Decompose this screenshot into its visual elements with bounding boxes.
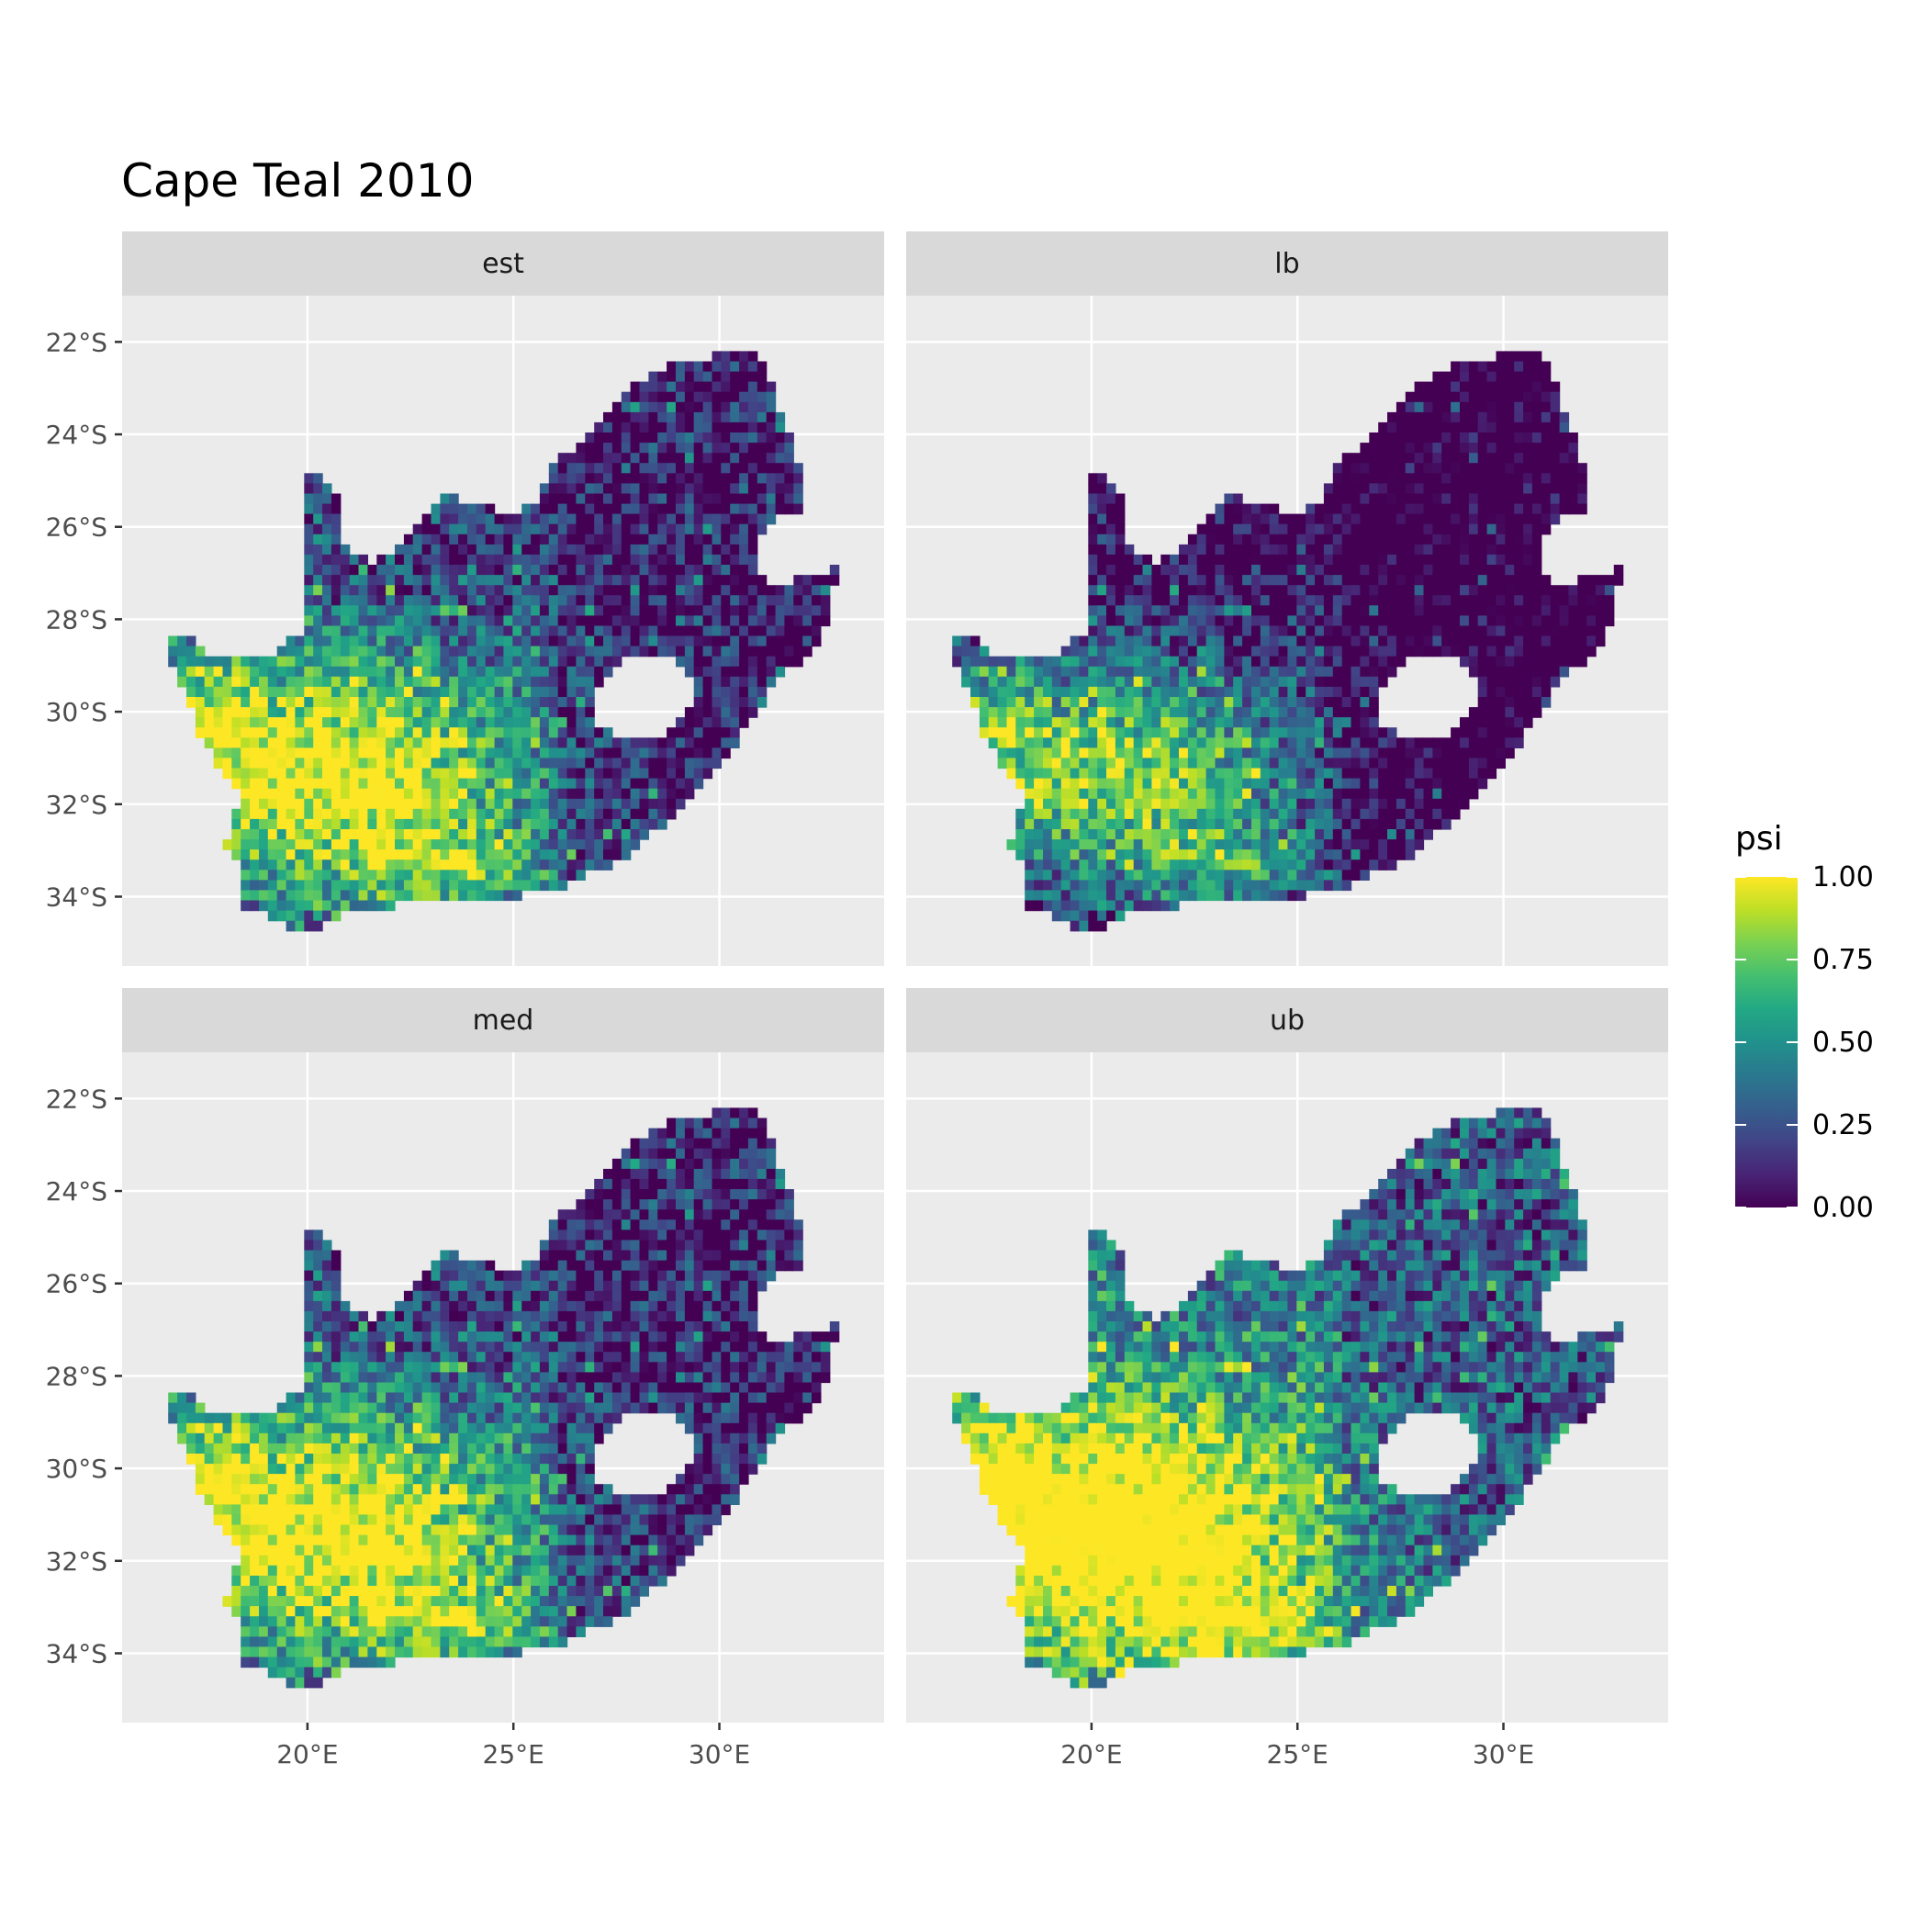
facet-label: lb	[1274, 248, 1299, 280]
legend-label: 0.75	[1812, 944, 1874, 976]
y-tick-label: 34°S	[46, 1638, 107, 1668]
y-tick-label: 22°S	[46, 1084, 107, 1114]
facet-label: med	[473, 1005, 534, 1037]
panel-med: med 22°S 24°S 26°S 28°S 30°S 32°S 34°S 20°E 25°E 3…	[46, 988, 884, 1769]
y-tick-label: 34°S	[46, 882, 107, 912]
x-tick-label: 20°E	[1060, 1739, 1122, 1769]
panel-est: est 22°S 24°S 26°S 28°S 30°S 32°S 34°S	[46, 231, 884, 966]
legend-label: 0.50	[1812, 1027, 1874, 1059]
legend: psi 1.00 0.75 0.50 0.25 0.00	[1735, 820, 1874, 1224]
y-tick-label: 24°S	[46, 420, 107, 450]
x-tick-label: 25°E	[1267, 1739, 1328, 1769]
facet-label: est	[482, 248, 524, 280]
panel-lb: lb	[906, 231, 1668, 966]
y-tick-label: 32°S	[46, 1546, 107, 1577]
y-tick-label: 26°S	[46, 512, 107, 543]
y-tick-label: 30°S	[46, 1454, 107, 1484]
plot-title: Cape Teal 2010	[121, 154, 474, 208]
y-tick-label: 26°S	[46, 1269, 107, 1299]
y-tick-label: 28°S	[46, 1361, 107, 1391]
x-tick-label: 30°E	[689, 1739, 750, 1769]
legend-label: 0.25	[1812, 1109, 1874, 1141]
panel-ub: ub 20°E 25°E 30°E	[906, 988, 1668, 1769]
x-tick-label: 20°E	[276, 1739, 338, 1769]
legend-title: psi	[1735, 820, 1783, 858]
facet-label: ub	[1270, 1005, 1305, 1037]
y-tick-label: 28°S	[46, 604, 107, 635]
legend-label: 0.00	[1812, 1192, 1874, 1224]
y-tick-label: 24°S	[46, 1176, 107, 1207]
y-tick-label: 22°S	[46, 327, 107, 357]
x-tick-label: 30°E	[1473, 1739, 1534, 1769]
y-tick-label: 32°S	[46, 790, 107, 820]
y-tick-label: 30°S	[46, 697, 107, 727]
legend-label: 1.00	[1812, 861, 1874, 893]
x-tick-label: 25°E	[483, 1739, 544, 1769]
